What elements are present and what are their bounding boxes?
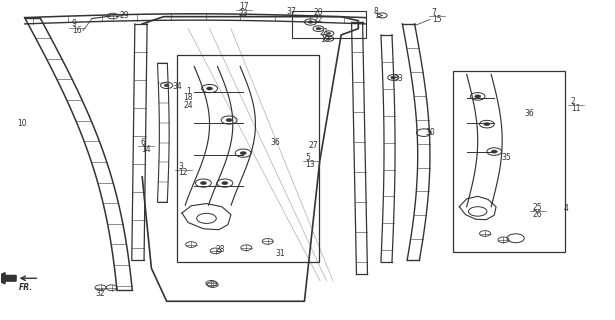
- Text: 28: 28: [216, 245, 225, 254]
- Text: 37: 37: [287, 7, 296, 16]
- Circle shape: [240, 152, 246, 155]
- Text: 33: 33: [393, 74, 403, 83]
- Text: 32: 32: [96, 289, 105, 298]
- Circle shape: [484, 123, 490, 126]
- Text: 27: 27: [309, 141, 319, 150]
- Text: 7: 7: [432, 8, 437, 17]
- Text: 3: 3: [178, 162, 183, 171]
- Circle shape: [491, 150, 498, 153]
- Text: 29: 29: [119, 11, 129, 20]
- Text: 8: 8: [374, 7, 378, 16]
- Text: FR.: FR.: [19, 283, 33, 292]
- Circle shape: [164, 84, 169, 87]
- Circle shape: [316, 28, 321, 30]
- Text: 17: 17: [239, 2, 248, 11]
- Text: 15: 15: [432, 15, 442, 24]
- Circle shape: [327, 32, 331, 34]
- Text: 4: 4: [563, 204, 568, 213]
- Text: 9: 9: [72, 20, 77, 28]
- Text: 35: 35: [501, 153, 510, 162]
- Text: 5: 5: [306, 153, 311, 162]
- Circle shape: [308, 21, 313, 23]
- Circle shape: [327, 38, 331, 40]
- Text: 36: 36: [524, 109, 534, 118]
- Circle shape: [391, 76, 395, 79]
- FancyArrow shape: [0, 273, 16, 284]
- Text: 13: 13: [306, 160, 315, 169]
- Bar: [453, 71, 565, 252]
- Text: 6: 6: [141, 138, 146, 147]
- Text: 22: 22: [313, 15, 322, 24]
- Circle shape: [226, 118, 232, 122]
- Text: 18: 18: [183, 93, 193, 102]
- Text: 36: 36: [270, 138, 280, 147]
- Text: 25: 25: [533, 203, 542, 212]
- Text: 10: 10: [17, 119, 26, 128]
- Text: 12: 12: [178, 169, 188, 178]
- Circle shape: [222, 181, 228, 185]
- Text: 31: 31: [275, 249, 285, 258]
- Text: 1: 1: [186, 87, 191, 96]
- Text: 14: 14: [141, 145, 151, 154]
- Bar: [292, 11, 366, 38]
- Text: 20: 20: [313, 8, 323, 17]
- Text: 19: 19: [320, 35, 330, 44]
- Text: 26: 26: [533, 210, 542, 219]
- Circle shape: [200, 181, 207, 185]
- Text: 16: 16: [72, 26, 81, 35]
- Text: 30: 30: [425, 128, 435, 137]
- Text: 21: 21: [320, 28, 330, 37]
- Text: 11: 11: [571, 104, 581, 113]
- Bar: [177, 55, 319, 262]
- Text: 23: 23: [239, 9, 248, 18]
- Circle shape: [207, 87, 213, 90]
- Circle shape: [475, 95, 481, 98]
- Text: 34: 34: [172, 82, 182, 91]
- Text: 24: 24: [183, 101, 193, 110]
- Text: 2: 2: [571, 97, 576, 106]
